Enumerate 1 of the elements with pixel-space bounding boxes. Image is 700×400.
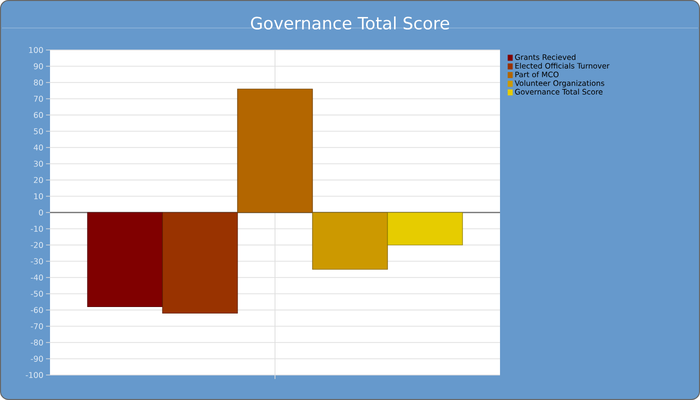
chart-title: Governance Total Score bbox=[250, 16, 450, 30]
